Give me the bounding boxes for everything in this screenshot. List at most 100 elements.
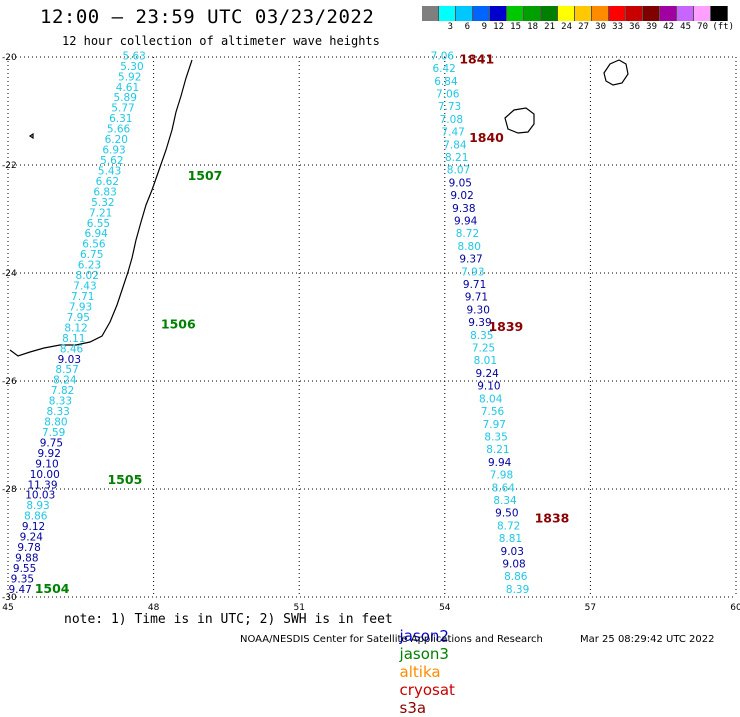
wave-height-value: 5.66 — [107, 124, 131, 136]
scale-swatch — [422, 6, 439, 21]
wave-height-value: 8.35 — [484, 431, 507, 443]
lat-tick-label: -20 — [2, 53, 17, 63]
scale-swatch — [626, 6, 643, 21]
wave-height-value: 6.83 — [93, 186, 116, 198]
wave-height-value: 7.73 — [438, 101, 461, 113]
scale-label: 70 — [697, 22, 708, 32]
wave-height-value: 6.93 — [102, 145, 125, 157]
credit-line: NOAA/NESDIS Center for Satellite Applica… — [240, 634, 543, 645]
wave-height-value: 8.39 — [506, 584, 529, 596]
wave-height-value: 6.42 — [432, 63, 455, 75]
scale-swatch — [643, 6, 660, 21]
track-jason3: 5.635.305.924.615.895.776.315.666.206.93… — [8, 50, 222, 596]
scale-swatch — [694, 6, 711, 21]
wave-height-value: 8.72 — [456, 228, 479, 240]
footer-note: note: 1) Time is in UTC; 2) SWH is in fe… — [64, 612, 393, 627]
wave-height-value: 8.07 — [447, 165, 470, 177]
scale-swatch — [507, 6, 524, 21]
altimeter-tracks: 5.635.305.924.615.895.776.315.666.206.93… — [8, 50, 569, 596]
wave-height-value: 6.31 — [109, 113, 132, 125]
reunion-island-coastline — [504, 107, 535, 134]
wave-height-value: 7.59 — [42, 427, 65, 439]
scale-swatch — [677, 6, 694, 21]
scale-label: 6 — [464, 22, 470, 32]
wave-height-value: 5.89 — [114, 92, 137, 104]
generation-timestamp: Mar 25 08:29:42 UTC 2022 — [580, 634, 715, 645]
scale-label: 39 — [646, 22, 657, 32]
wave-height-value: 9.24 — [20, 532, 44, 544]
wave-height-value: 9.30 — [467, 304, 490, 316]
wave-height-value: 8.80 — [458, 241, 481, 253]
wave-height-value: 9.05 — [449, 177, 472, 189]
scale-label: 9 — [481, 22, 487, 32]
wave-height-value: 9.71 — [465, 292, 488, 304]
wave-height-value: 6.20 — [105, 134, 128, 146]
wave-height-value: 8.01 — [474, 355, 497, 367]
wave-height-value: 10.03 — [25, 490, 55, 502]
wave-height-value: 8.35 — [470, 330, 493, 342]
wave-height-value: 9.71 — [463, 279, 486, 291]
wave-height-value: 7.71 — [71, 291, 94, 303]
wave-height-value: 8.33 — [49, 396, 72, 408]
wave-height-value: 5.77 — [111, 103, 134, 115]
wave-height-value: 5.62 — [100, 155, 123, 167]
scale-swatch — [609, 6, 626, 21]
wave-height-value: 10.00 — [30, 469, 60, 481]
scale-swatch — [592, 6, 609, 21]
scale-swatch — [541, 6, 558, 21]
wave-height-value: 7.84 — [443, 139, 467, 151]
wave-height-value: 7.43 — [73, 281, 96, 293]
scale-label: 27 — [578, 22, 589, 32]
wave-height-value: 8.46 — [60, 343, 84, 355]
lat-tick-label: -26 — [2, 377, 17, 387]
wave-height-value: 9.92 — [38, 448, 61, 460]
wave-height-value: 5.32 — [91, 197, 114, 209]
lat-tick-label: -24 — [2, 269, 17, 279]
wave-height-value: 9.35 — [11, 573, 34, 585]
scale-swatch — [490, 6, 507, 21]
wave-height-value: 7.08 — [440, 114, 463, 126]
wave-height-value: 9.10 — [35, 458, 58, 470]
mauritius-island-coastline — [603, 59, 629, 86]
wave-height-value: 7.97 — [483, 419, 506, 431]
scale-swatch — [711, 6, 728, 21]
pass-time-label: 1504 — [35, 581, 70, 596]
wave-height-value: 6.75 — [80, 249, 103, 261]
legend-jason3: jason3 — [399, 645, 449, 663]
wave-height-value: 8.12 — [64, 322, 87, 334]
wave-height-value: 7.82 — [51, 385, 74, 397]
pass-time-label: 1505 — [107, 472, 142, 487]
wave-height-value: 4.61 — [116, 82, 139, 94]
wave-height-value: 9.08 — [502, 558, 525, 570]
scale-swatch — [524, 6, 541, 21]
lat-lon-grid: 45 48 51 54 57 60 -20 -22 -24 -26 -28 -30 — [2, 53, 740, 613]
coastlines — [9, 59, 629, 357]
scale-swatch — [558, 6, 575, 21]
wave-height-value: 7.21 — [89, 207, 112, 219]
lon-tick-label: 51 — [293, 603, 304, 613]
wave-height-value: 7.47 — [441, 127, 464, 139]
scale-label: 21 — [544, 22, 555, 32]
wave-height-value: 9.88 — [15, 553, 38, 565]
wave-height-value: 5.63 — [122, 50, 145, 62]
wave-height-value: 8.93 — [26, 500, 49, 512]
scale-label: 33 — [612, 22, 623, 32]
wave-height-value: 8.57 — [55, 364, 78, 376]
wave-height-value: 9.03 — [58, 354, 81, 366]
scale-label: 24 — [561, 22, 572, 32]
wave-height-value: 9.12 — [22, 521, 45, 533]
wave-height-value: 6.55 — [87, 218, 110, 230]
scale-swatch — [456, 6, 473, 21]
wave-height-value: 8.33 — [46, 406, 69, 418]
wave-height-value: 9.38 — [452, 203, 475, 215]
wave-height-value: 8.86 — [24, 511, 48, 523]
wave-height-value: 8.34 — [493, 495, 517, 507]
wave-height-value: 7.25 — [472, 343, 495, 355]
pass-time-label: 1839 — [488, 319, 523, 334]
wave-height-value: 8.21 — [486, 444, 509, 456]
wave-height-value: 6.56 — [82, 239, 106, 251]
scale-label: 36 — [629, 22, 640, 32]
scale-label: 30 — [595, 22, 606, 32]
wave-height-value: 8.86 — [504, 571, 528, 583]
scale-label: 42 — [663, 22, 674, 32]
